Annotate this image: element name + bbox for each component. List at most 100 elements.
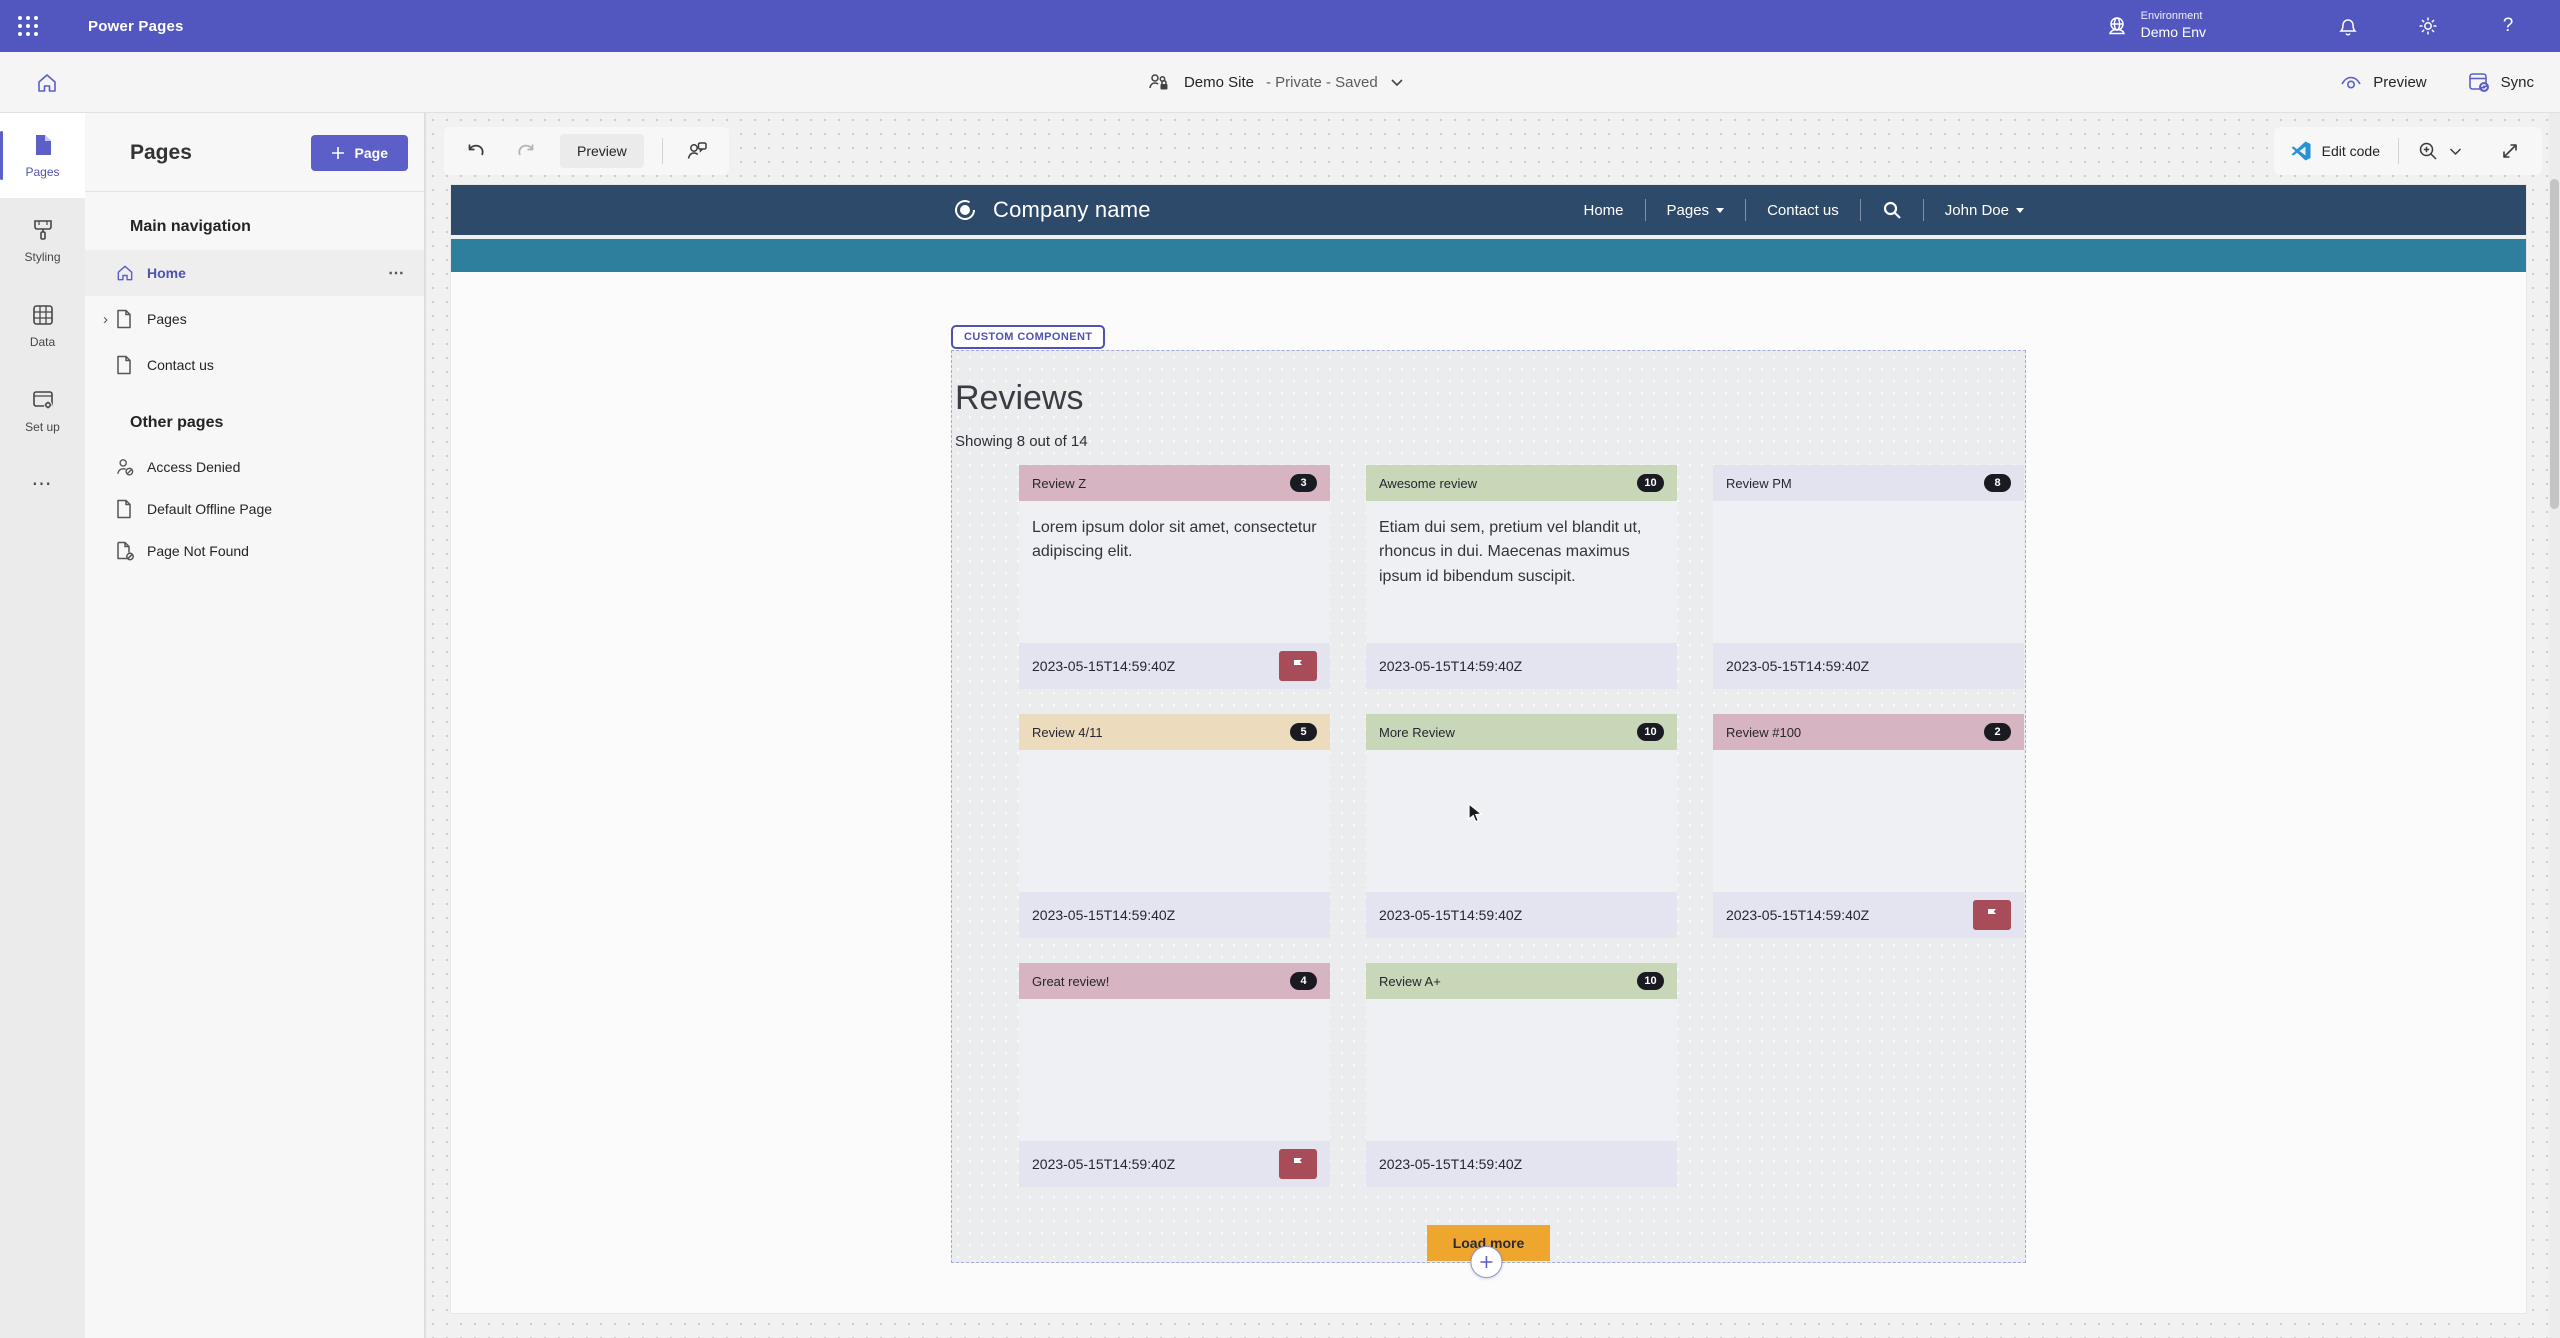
vscode-icon bbox=[2290, 140, 2312, 162]
app-launcher-waffle-icon[interactable] bbox=[0, 0, 56, 52]
review-count-badge: 10 bbox=[1637, 972, 1664, 990]
tree-item-page-not-found[interactable]: Page Not Found bbox=[85, 530, 424, 572]
flag-button[interactable] bbox=[1279, 1149, 1317, 1179]
site-nav-contact-us[interactable]: Contact us bbox=[1767, 201, 1839, 219]
review-card-header: Review A+ 10 bbox=[1366, 963, 1677, 999]
settings-gear-icon[interactable] bbox=[2406, 0, 2450, 52]
site-preview-frame: Company name Home Pages Contact us bbox=[451, 185, 2526, 1313]
review-card-footer: 2023-05-15T14:59:40Z bbox=[1366, 1141, 1677, 1187]
comments-icon[interactable] bbox=[681, 135, 713, 167]
chevron-right-icon[interactable]: › bbox=[103, 310, 108, 328]
review-title: Review A+ bbox=[1379, 973, 1441, 989]
review-card[interactable]: Great review! 4 2023-05-15T14:59:40Z bbox=[1019, 963, 1330, 1187]
notifications-bell-icon[interactable] bbox=[2326, 0, 2370, 52]
review-title: Review PM bbox=[1726, 475, 1792, 491]
review-card[interactable]: Review A+ 10 2023-05-15T14:59:40Z bbox=[1366, 963, 1677, 1187]
review-card-header: More Review 10 bbox=[1366, 714, 1677, 750]
review-card-footer: 2023-05-15T14:59:40Z bbox=[1019, 892, 1330, 938]
review-count-badge: 5 bbox=[1290, 723, 1317, 741]
edit-code-button[interactable]: Edit code bbox=[2290, 140, 2380, 162]
review-body-text bbox=[1366, 750, 1677, 892]
zoom-control[interactable] bbox=[2417, 140, 2462, 162]
scrollbar-thumb[interactable] bbox=[2550, 179, 2559, 509]
sync-button[interactable]: Sync bbox=[2467, 70, 2534, 94]
review-date: 2023-05-15T14:59:40Z bbox=[1379, 1156, 1523, 1172]
review-card[interactable]: Awesome review 10 Etiam dui sem, pretium… bbox=[1366, 465, 1677, 689]
site-nav: Home Pages Contact us bbox=[1582, 194, 2027, 226]
environment-label: Environment bbox=[2140, 10, 2203, 23]
tree-item-access-denied[interactable]: Access Denied bbox=[85, 446, 424, 488]
review-card[interactable]: Review 4/11 5 2023-05-15T14:59:40Z bbox=[1019, 714, 1330, 938]
review-card[interactable]: Review Z 3 Lorem ipsum dolor sit amet, c… bbox=[1019, 465, 1330, 689]
reviews-subtitle: Showing 8 out of 14 bbox=[955, 433, 1088, 450]
review-card-header: Review Z 3 bbox=[1019, 465, 1330, 501]
canvas-toolbar-right: Edit code bbox=[2273, 127, 2542, 175]
rail-item-setup[interactable]: Set up bbox=[0, 368, 85, 453]
review-card-header: Review PM 8 bbox=[1713, 465, 2024, 501]
panel-title: Pages bbox=[130, 141, 192, 164]
toolbar-divider bbox=[2398, 138, 2399, 164]
reviews-component[interactable]: Reviews Showing 8 out of 14 Review Z 3 L… bbox=[951, 350, 2026, 1278]
environment-icon bbox=[2105, 14, 2129, 38]
help-icon[interactable]: ? bbox=[2486, 0, 2530, 52]
row-more-ellipsis-icon[interactable]: ⋯ bbox=[388, 265, 406, 282]
review-count-badge: 3 bbox=[1290, 474, 1317, 492]
site-picker[interactable]: Demo Site - Private - Saved bbox=[1146, 52, 1404, 112]
environment-picker[interactable]: Environment Demo Env bbox=[2105, 10, 2206, 41]
tree-item-default-offline[interactable]: Default Offline Page bbox=[85, 488, 424, 530]
tree-label-page-not-found: Page Not Found bbox=[147, 543, 249, 559]
data-table-icon bbox=[30, 302, 56, 328]
site-body: CUSTOM COMPONENT Reviews Showing 8 out o… bbox=[451, 272, 2526, 1278]
tree-label-default-offline: Default Offline Page bbox=[147, 501, 273, 517]
site-search-icon[interactable] bbox=[1880, 194, 1904, 226]
review-body-text bbox=[1713, 750, 2024, 892]
caret-down-icon bbox=[2016, 207, 2024, 213]
preview-button[interactable]: Preview bbox=[2339, 72, 2427, 92]
flag-button[interactable] bbox=[1279, 651, 1317, 681]
flag-button[interactable] bbox=[1973, 900, 2011, 930]
add-page-button[interactable]: Page bbox=[310, 135, 408, 171]
review-card[interactable]: Review PM 8 2023-05-15T14:59:40Z bbox=[1713, 465, 2024, 689]
tree-label-contact-us: Contact us bbox=[147, 357, 214, 373]
rail-item-pages[interactable]: Pages bbox=[0, 113, 85, 198]
home-icon bbox=[115, 263, 147, 283]
expand-fullscreen-icon[interactable] bbox=[2494, 135, 2526, 167]
rail-item-data[interactable]: Data bbox=[0, 283, 85, 368]
review-card[interactable]: Review #100 2 2023-05-15T14:59:40Z bbox=[1713, 714, 2024, 938]
header-gap bbox=[451, 235, 2526, 239]
sync-label: Sync bbox=[2500, 73, 2534, 91]
undo-icon[interactable] bbox=[460, 135, 492, 167]
site-nav-pages-dropdown[interactable]: Pages bbox=[1665, 196, 1727, 225]
rail-label-setup: Set up bbox=[25, 420, 60, 434]
review-card-header: Awesome review 10 bbox=[1366, 465, 1677, 501]
hero-banner-strip bbox=[451, 239, 2526, 272]
canvas-preview-button[interactable]: Preview bbox=[560, 134, 644, 168]
review-date: 2023-05-15T14:59:40Z bbox=[1379, 907, 1523, 923]
tree-item-pages[interactable]: › Pages bbox=[85, 296, 424, 342]
site-nav-user-dropdown[interactable]: John Doe bbox=[1943, 196, 2026, 225]
company-logo-icon bbox=[951, 196, 979, 224]
review-date: 2023-05-15T14:59:40Z bbox=[1726, 907, 1870, 923]
caret-down-icon bbox=[1716, 207, 1725, 213]
site-status: - Private - Saved bbox=[1266, 73, 1378, 91]
home-button[interactable] bbox=[30, 66, 64, 100]
rail-item-styling[interactable]: Styling bbox=[0, 198, 85, 283]
custom-component-badge[interactable]: CUSTOM COMPONENT bbox=[951, 325, 1106, 349]
app-top-bar: Power Pages Environment Demo Env bbox=[0, 0, 2560, 52]
site-nav-home[interactable]: Home bbox=[1583, 201, 1624, 219]
review-card[interactable]: More Review 10 2023-05-15T14:59:40Z bbox=[1366, 714, 1677, 938]
zoom-chevron-down-icon bbox=[2449, 147, 2462, 156]
sync-icon bbox=[2467, 70, 2491, 94]
access-denied-icon bbox=[115, 457, 147, 477]
site-name: Demo Site bbox=[1183, 73, 1255, 91]
review-card-header: Review #100 2 bbox=[1713, 714, 2024, 750]
site-brand[interactable]: Company name bbox=[951, 196, 1151, 224]
tree-item-contact-us[interactable]: Contact us bbox=[85, 342, 424, 388]
insert-component-plus-button[interactable] bbox=[1469, 1246, 1502, 1278]
tree-item-home[interactable]: Home ⋯ bbox=[85, 250, 424, 296]
page-icon bbox=[115, 309, 147, 329]
nav-divider bbox=[1644, 199, 1646, 221]
redo-icon[interactable] bbox=[510, 135, 542, 167]
review-card-footer: 2023-05-15T14:59:40Z bbox=[1713, 892, 2024, 938]
rail-more-ellipsis-icon[interactable]: ⋯ bbox=[31, 472, 54, 495]
